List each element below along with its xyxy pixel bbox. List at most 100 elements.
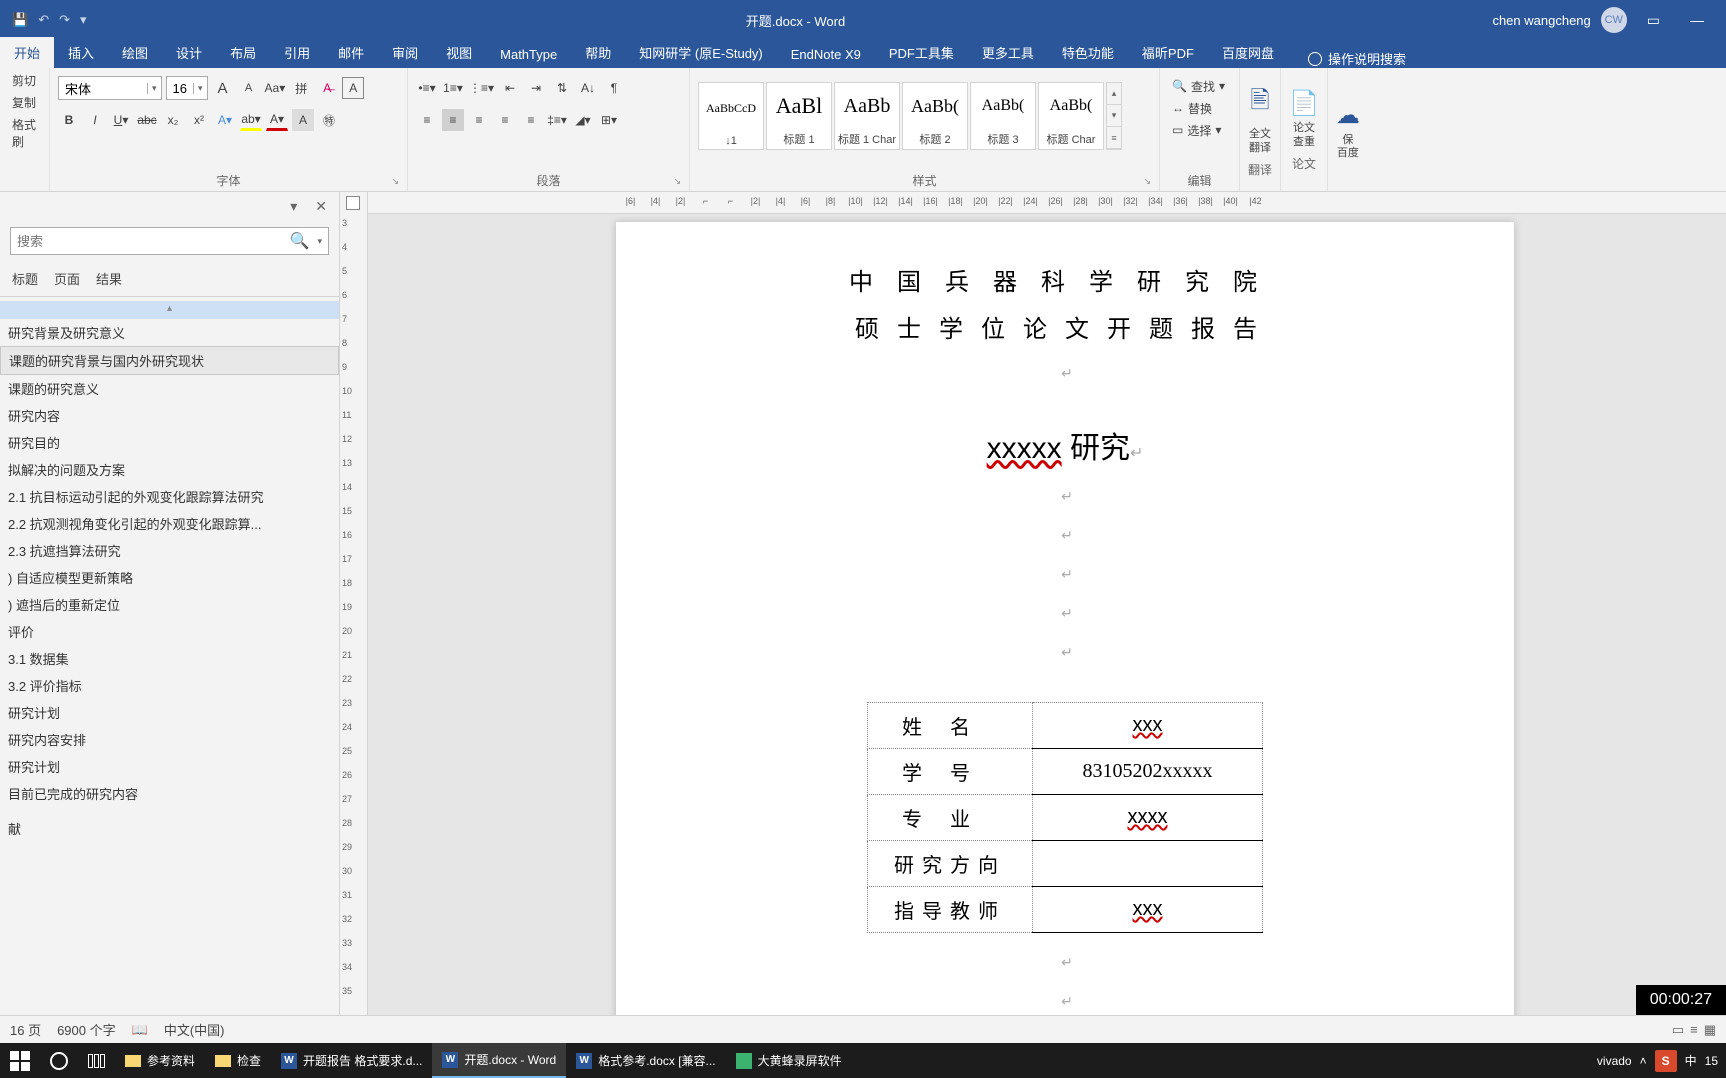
- page-count-label[interactable]: 16 页: [10, 1020, 41, 1039]
- ime-lang-label[interactable]: 中: [1685, 1052, 1697, 1069]
- ribbon-tab-14[interactable]: 更多工具: [968, 37, 1048, 68]
- ribbon-tab-13[interactable]: PDF工具集: [875, 37, 968, 68]
- nav-outline-item[interactable]: 评价: [0, 618, 339, 645]
- ribbon-tab-0[interactable]: 开始: [0, 37, 54, 68]
- style-item-0[interactable]: AaBbCcD↓1: [698, 82, 764, 150]
- underline-button[interactable]: U▾: [110, 109, 132, 131]
- tray-vivado-label[interactable]: vivado: [1597, 1054, 1632, 1068]
- ribbon-tab-10[interactable]: 帮助: [571, 37, 625, 68]
- ribbon-tab-3[interactable]: 设计: [162, 37, 216, 68]
- strikethrough-button[interactable]: abc: [136, 109, 158, 131]
- read-mode-icon[interactable]: ▭: [1672, 1022, 1684, 1038]
- search-icon[interactable]: 🔍: [290, 231, 310, 251]
- bullets-button[interactable]: •≡▾: [416, 77, 438, 99]
- nav-outline-item[interactable]: 课题的研究意义: [0, 375, 339, 402]
- save-icon[interactable]: 💾: [12, 12, 28, 28]
- nav-outline-item[interactable]: 研究计划: [0, 699, 339, 726]
- style-item-4[interactable]: AaBb(标题 3: [970, 82, 1036, 150]
- nav-tab-1[interactable]: 页面: [54, 269, 80, 288]
- ribbon-tab-6[interactable]: 邮件: [324, 37, 378, 68]
- nav-search-box[interactable]: 🔍 ▾: [10, 227, 329, 255]
- nav-outline-item[interactable]: 2.1 抗目标运动引起的外观变化跟踪算法研究: [0, 483, 339, 510]
- multilevel-list-button[interactable]: ⋮≡▾: [468, 77, 495, 99]
- clock-label[interactable]: 15: [1705, 1054, 1718, 1068]
- numbering-button[interactable]: 1≡▾: [442, 77, 464, 99]
- undo-icon[interactable]: ↶: [38, 12, 49, 28]
- line-spacing-button[interactable]: ‡≡▾: [546, 109, 568, 131]
- font-name-combo[interactable]: 宋体 ▾: [58, 76, 162, 100]
- taskbar-app-1[interactable]: 检查: [205, 1043, 271, 1078]
- nav-outline-item[interactable]: 拟解决的问题及方案: [0, 456, 339, 483]
- find-button[interactable]: 🔍 查找 ▾: [1172, 76, 1227, 96]
- ribbon-tab-12[interactable]: EndNote X9: [777, 41, 875, 68]
- tell-me-search[interactable]: 操作说明搜索: [1308, 49, 1406, 68]
- nav-outline-item[interactable]: 研究目的: [0, 429, 339, 456]
- nav-tab-0[interactable]: 标题: [12, 269, 38, 288]
- bold-button[interactable]: B: [58, 109, 80, 131]
- taskbar-app-3[interactable]: W开题.docx - Word: [432, 1043, 566, 1078]
- nav-outline-item[interactable]: 2.3 抗遮挡算法研究: [0, 537, 339, 564]
- nav-outline-item[interactable]: 研究内容: [0, 402, 339, 429]
- thesis-check-button[interactable]: 📄 论文查重 论文: [1281, 68, 1328, 191]
- taskbar-app-2[interactable]: W开题报告 格式要求.d...: [271, 1043, 432, 1078]
- print-layout-icon[interactable]: ≡: [1690, 1022, 1698, 1038]
- task-view-button[interactable]: [78, 1043, 115, 1078]
- font-launcher-icon[interactable]: ↘: [391, 176, 399, 187]
- distributed-button[interactable]: ≡: [520, 109, 542, 131]
- align-right-button[interactable]: ≡: [468, 109, 490, 131]
- ribbon-tab-1[interactable]: 插入: [54, 37, 108, 68]
- styles-launcher-icon[interactable]: ↘: [1143, 176, 1151, 187]
- asian-layout-button[interactable]: ⇅: [551, 77, 573, 99]
- nav-outline-item[interactable]: ) 自适应模型更新策略: [0, 564, 339, 591]
- nav-outline-item[interactable]: 2.2 抗观测视角变化引起的外观变化跟踪算...: [0, 510, 339, 537]
- enclose-characters-button[interactable]: ㊕: [318, 109, 340, 131]
- ribbon-tab-2[interactable]: 绘图: [108, 37, 162, 68]
- styles-more-icon[interactable]: ≡: [1107, 127, 1121, 149]
- style-item-3[interactable]: AaBb(标题 2: [902, 82, 968, 150]
- cut-button[interactable]: 剪切: [8, 72, 41, 92]
- nav-outline-item[interactable]: 3.1 数据集: [0, 645, 339, 672]
- text-effects-button[interactable]: A▾: [214, 109, 236, 131]
- superscript-button[interactable]: x²: [188, 109, 210, 131]
- ribbon-display-icon[interactable]: ▭: [1637, 12, 1670, 29]
- nav-outline-item[interactable]: ) 遮挡后的重新定位: [0, 591, 339, 618]
- nav-outline-item[interactable]: 课题的研究背景与国内外研究现状: [0, 346, 339, 375]
- nav-dropdown-icon[interactable]: ▾: [290, 198, 297, 215]
- paragraph-launcher-icon[interactable]: ↘: [673, 176, 681, 187]
- change-case-button[interactable]: Aa▾: [264, 77, 287, 99]
- nav-outline-item[interactable]: 献: [0, 815, 339, 842]
- start-button[interactable]: [0, 1043, 40, 1078]
- ime-icon[interactable]: S: [1655, 1050, 1677, 1072]
- ribbon-tab-7[interactable]: 审阅: [378, 37, 432, 68]
- align-center-button[interactable]: ≡: [442, 109, 464, 131]
- ribbon-tab-4[interactable]: 布局: [216, 37, 270, 68]
- character-shading-button[interactable]: A: [292, 109, 314, 131]
- styles-scroll-up-icon[interactable]: ▴: [1107, 83, 1121, 105]
- nav-collapse-bar[interactable]: ▴: [0, 301, 339, 319]
- italic-button[interactable]: I: [84, 109, 106, 131]
- grow-font-button[interactable]: A: [212, 77, 234, 99]
- phonetic-guide-button[interactable]: 拼: [290, 77, 312, 99]
- align-left-button[interactable]: ≡: [416, 109, 438, 131]
- nav-tab-2[interactable]: 结果: [96, 269, 122, 288]
- redo-icon[interactable]: ↷: [59, 12, 70, 28]
- replace-button[interactable]: ↔ 替换: [1172, 98, 1227, 118]
- spellcheck-icon[interactable]: 📖: [132, 1022, 148, 1038]
- clear-format-button[interactable]: A̶: [316, 77, 338, 99]
- font-color-button[interactable]: A▾: [266, 109, 288, 131]
- copy-button[interactable]: 复制: [8, 94, 41, 114]
- show-marks-button[interactable]: ¶: [603, 77, 625, 99]
- taskbar-app-4[interactable]: W格式参考.docx [兼容...: [566, 1043, 725, 1078]
- styles-scroll-down-icon[interactable]: ▾: [1107, 105, 1121, 127]
- document-page[interactable]: 中国兵器科学研究院 硕士学位论文开题报告 xxxxx 研究↵ 姓名xxx学号83…: [616, 222, 1514, 1028]
- minimize-icon[interactable]: —: [1680, 12, 1714, 28]
- web-layout-icon[interactable]: ▦: [1704, 1022, 1716, 1038]
- search-dropdown-icon[interactable]: ▾: [317, 236, 322, 247]
- highlight-button[interactable]: ab▾: [240, 109, 262, 131]
- style-item-1[interactable]: AaBl标题 1: [766, 82, 832, 150]
- ribbon-tab-9[interactable]: MathType: [486, 41, 571, 68]
- character-border-button[interactable]: A: [342, 77, 364, 99]
- nav-search-input[interactable]: [17, 234, 290, 249]
- font-size-combo[interactable]: 16 ▾: [166, 76, 208, 100]
- tab-selector[interactable]: [346, 196, 360, 210]
